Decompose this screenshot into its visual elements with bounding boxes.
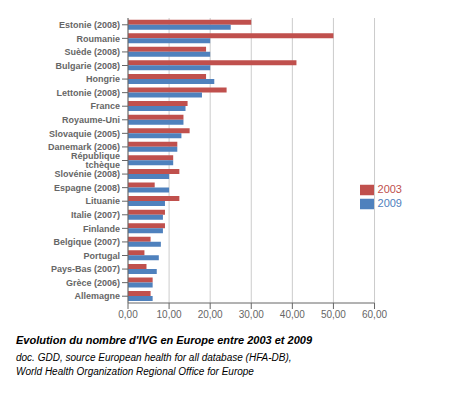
svg-text:Finlande: Finlande xyxy=(83,224,120,234)
svg-text:Royaume-Uni: Royaume-Uni xyxy=(62,115,120,125)
svg-text:Danemark (2006): Danemark (2006) xyxy=(48,142,120,152)
svg-text:Bulgarie (2008): Bulgarie (2008) xyxy=(55,61,120,71)
html-text:2009: 2009 xyxy=(377,197,402,210)
html-text:World Health Organization Regi: World Health Organization Regional Offic… xyxy=(16,366,254,377)
svg-text:60,00: 60,00 xyxy=(362,309,387,320)
html-text:2003: 2003 xyxy=(377,183,402,196)
svg-text:30,00: 30,00 xyxy=(239,309,264,320)
svg-text:Slovénie (2008): Slovénie (2008) xyxy=(54,169,120,179)
svg-text:Allemagne: Allemagne xyxy=(74,291,120,301)
svg-text:Estonie (2008): Estonie (2008) xyxy=(59,20,120,30)
svg-text:Slovaquie (2005): Slovaquie (2005) xyxy=(49,129,120,139)
svg-text:Hongrie: Hongrie xyxy=(86,74,120,84)
svg-text:Lettonie (2008): Lettonie (2008) xyxy=(56,88,120,98)
svg-text:Belgique (2007): Belgique (2007) xyxy=(53,237,120,247)
svg-text:Pays-Bas (2007): Pays-Bas (2007) xyxy=(51,264,120,274)
html-text:Evolution du nombre d'IVG en E: Evolution du nombre d'IVG en Europe entr… xyxy=(16,334,312,346)
svg-text:50,00: 50,00 xyxy=(321,309,346,320)
svg-text:Suède (2008): Suède (2008) xyxy=(64,47,120,57)
svg-text:Portugal: Portugal xyxy=(83,251,120,261)
svg-text:Républiquetchèque: Républiquetchèque xyxy=(71,151,120,170)
svg-text:40,00: 40,00 xyxy=(280,309,305,320)
svg-text:Italie (2007): Italie (2007) xyxy=(71,210,120,220)
html-text:doc. GDD, source European heal: doc. GDD, source European health for all… xyxy=(16,352,292,363)
svg-text:10,00: 10,00 xyxy=(157,309,182,320)
svg-text:0,00: 0,00 xyxy=(118,309,138,320)
svg-text:Espagne (2008): Espagne (2008) xyxy=(54,183,120,193)
svg-text:France: France xyxy=(90,101,120,111)
svg-text:Roumanie: Roumanie xyxy=(76,34,120,44)
svg-text:20,00: 20,00 xyxy=(198,309,223,320)
svg-text:Grèce (2006): Grèce (2006) xyxy=(66,278,120,288)
svg-text:Lituanie: Lituanie xyxy=(85,196,120,206)
